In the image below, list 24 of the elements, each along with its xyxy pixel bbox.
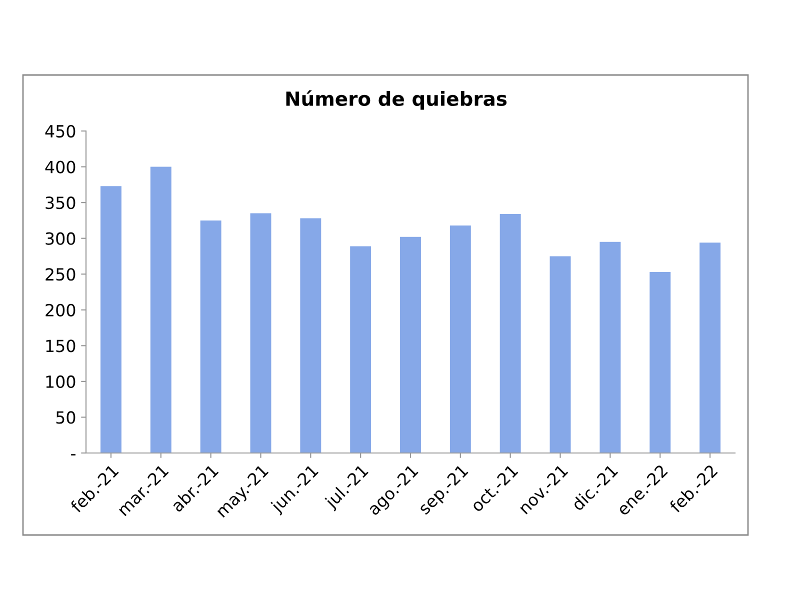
y-tick-label: 250 [46,268,76,281]
bar [150,166,172,453]
y-tick-label: 400 [45,160,76,174]
bar [700,242,721,453]
bar [250,213,272,453]
bar [400,236,421,453]
y-tick-label: 350 [46,196,76,210]
bar [600,242,621,453]
bar [550,256,571,453]
bar [450,225,471,453]
y-tick-label: 100 [46,375,76,388]
bar [350,246,372,453]
bar [650,272,671,453]
y-tick-label: 300 [46,232,76,245]
bar [100,186,122,453]
y-tick-label: 450 [45,124,76,138]
y-tick-label: - [71,454,76,456]
y-tick-label: 50 [56,411,76,424]
y-tick-label: 200 [46,304,76,316]
bar [300,218,322,453]
chart-title: Número de quiebras [286,90,507,110]
bar [200,220,222,453]
bar [500,214,521,453]
y-tick-label: 150 [46,340,76,352]
